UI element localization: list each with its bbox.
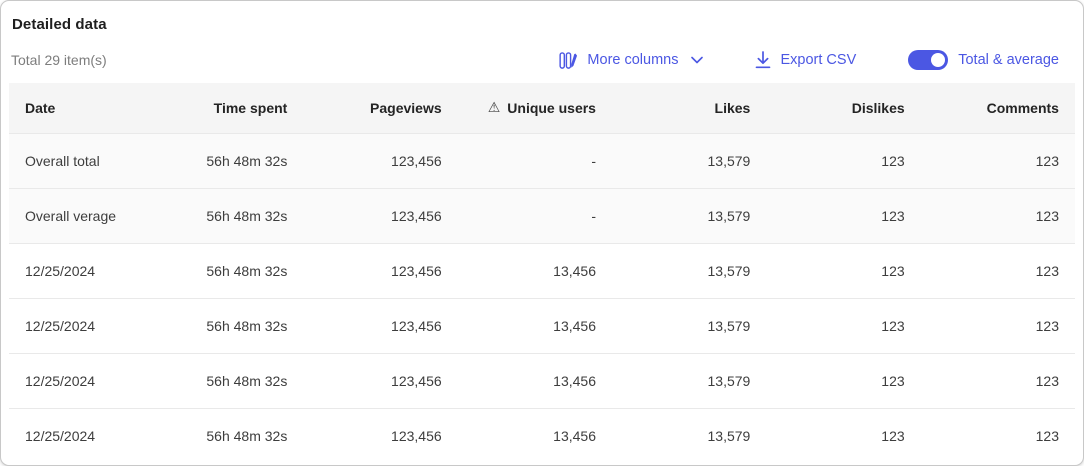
total-average-toggle-group: Total & average <box>908 50 1059 70</box>
table-cell: 123 <box>881 373 905 389</box>
table-cell: 123 <box>881 318 905 334</box>
table-cell: 123,456 <box>391 428 442 444</box>
toolbar: More columns Export CSV <box>559 50 1059 70</box>
table-cell: 12/25/2024 <box>25 373 96 389</box>
table-cell: 123,456 <box>391 318 442 334</box>
export-csv-button[interactable]: Export CSV <box>755 51 856 69</box>
header-cell-time-spent: Time spent <box>213 100 288 116</box>
table-cell: 12/25/2024 <box>25 428 96 444</box>
table-cell: 13,579 <box>707 428 751 444</box>
table-row: Overall verage 56h 48m 32s 123,456 - 13,579 1… <box>9 188 1075 243</box>
more-columns-button[interactable]: More columns <box>559 51 704 70</box>
table-cell: 13,579 <box>707 263 751 279</box>
header-cell-comments: Comments <box>986 100 1059 116</box>
item-count-label: Total 29 item(s) <box>11 52 107 68</box>
table-row: 12/25/2024 56h 48m 32s 123,456 13,456 13,579… <box>9 353 1075 408</box>
download-icon <box>755 51 771 69</box>
table-cell: 13,579 <box>707 208 751 224</box>
table-header-row: Date Time spent Pageviews ⚠ Unique users Like… <box>9 83 1075 133</box>
table-cell: - <box>591 208 596 224</box>
header-cell-dislikes: Dislikes <box>851 100 905 116</box>
header-cell-date: Date <box>25 100 56 116</box>
table-cell: 56h 48m 32s <box>206 318 288 334</box>
table-cell: 123,456 <box>391 263 442 279</box>
table-cell: 123 <box>1035 153 1059 169</box>
total-average-label: Total & average <box>958 52 1059 68</box>
table-cell: 13,456 <box>553 373 596 389</box>
more-columns-label: More columns <box>587 52 679 68</box>
header-cell-likes: Likes <box>714 100 751 116</box>
table-cell: - <box>591 153 596 169</box>
table-cell: 123 <box>1035 428 1059 444</box>
table-cell: 123,456 <box>391 373 442 389</box>
table-body: Overall total 56h 48m 32s 123,456-13,579 12… <box>9 133 1075 463</box>
export-csv-label: Export CSV <box>780 52 857 68</box>
table-cell: 123 <box>1035 263 1059 279</box>
header-cell-unique-users: ⚠ Unique users <box>487 99 596 116</box>
chevron-down-icon <box>691 56 704 64</box>
table-cell: 123 <box>881 428 905 444</box>
page-title: Detailed data <box>12 16 107 33</box>
column-edit-icon <box>559 51 578 70</box>
total-average-toggle[interactable] <box>908 50 949 70</box>
table-cell: 123 <box>881 153 905 169</box>
table-cell: Overall total <box>25 153 100 169</box>
table-cell: 12/25/2024 <box>25 263 96 279</box>
table-cell: 13,456 <box>553 263 596 279</box>
table-row: 12/25/2024 56h 48m 32s 123,456 13,456 13,579… <box>9 298 1075 353</box>
table-cell: 13,456 <box>553 428 596 444</box>
table: Date Time spent Pageviews ⚠ Unique users Like… <box>9 83 1075 463</box>
table-cell: 123 <box>881 263 905 279</box>
table-cell: 123,456 <box>391 153 442 169</box>
table-cell: 13,456 <box>553 318 596 334</box>
table-cell: 56h 48m 32s <box>206 263 288 279</box>
table-row: 12/25/2024 56h 48m 32s 123,456 13,456 13,579… <box>9 243 1075 298</box>
table-cell: 13,579 <box>707 318 751 334</box>
table-cell: Overall verage <box>25 208 117 224</box>
table-cell: 56h 48m 32s <box>206 208 288 224</box>
table-cell: 123,456 <box>391 208 442 224</box>
table-cell: 123 <box>1035 318 1059 334</box>
table-cell: 56h 48m 32s <box>206 153 288 169</box>
table-cell: 13,579 <box>707 153 751 169</box>
table-cell: 12/25/2024 <box>25 318 96 334</box>
toggle-knob <box>931 53 946 67</box>
table-row: 12/25/2024 56h 48m 32s 123,456 13,456 13,579… <box>9 408 1075 463</box>
table-row: Overall total 56h 48m 32s 123,456 - 13,579 12… <box>9 133 1075 188</box>
header-cell-pageviews: Pageviews <box>370 100 442 116</box>
subheader-row: Total 29 item(s) More columns <box>1 46 1083 74</box>
table-cell: 123 <box>1035 373 1059 389</box>
table-cell: 13,579 <box>707 373 751 389</box>
table-cell: 123 <box>881 208 905 224</box>
warning-icon: ⚠ <box>487 99 501 116</box>
table-cell: 56h 48m 32s <box>206 428 288 444</box>
table-cell: 56h 48m 32s <box>206 373 288 389</box>
table-cell: 123 <box>1035 208 1059 224</box>
